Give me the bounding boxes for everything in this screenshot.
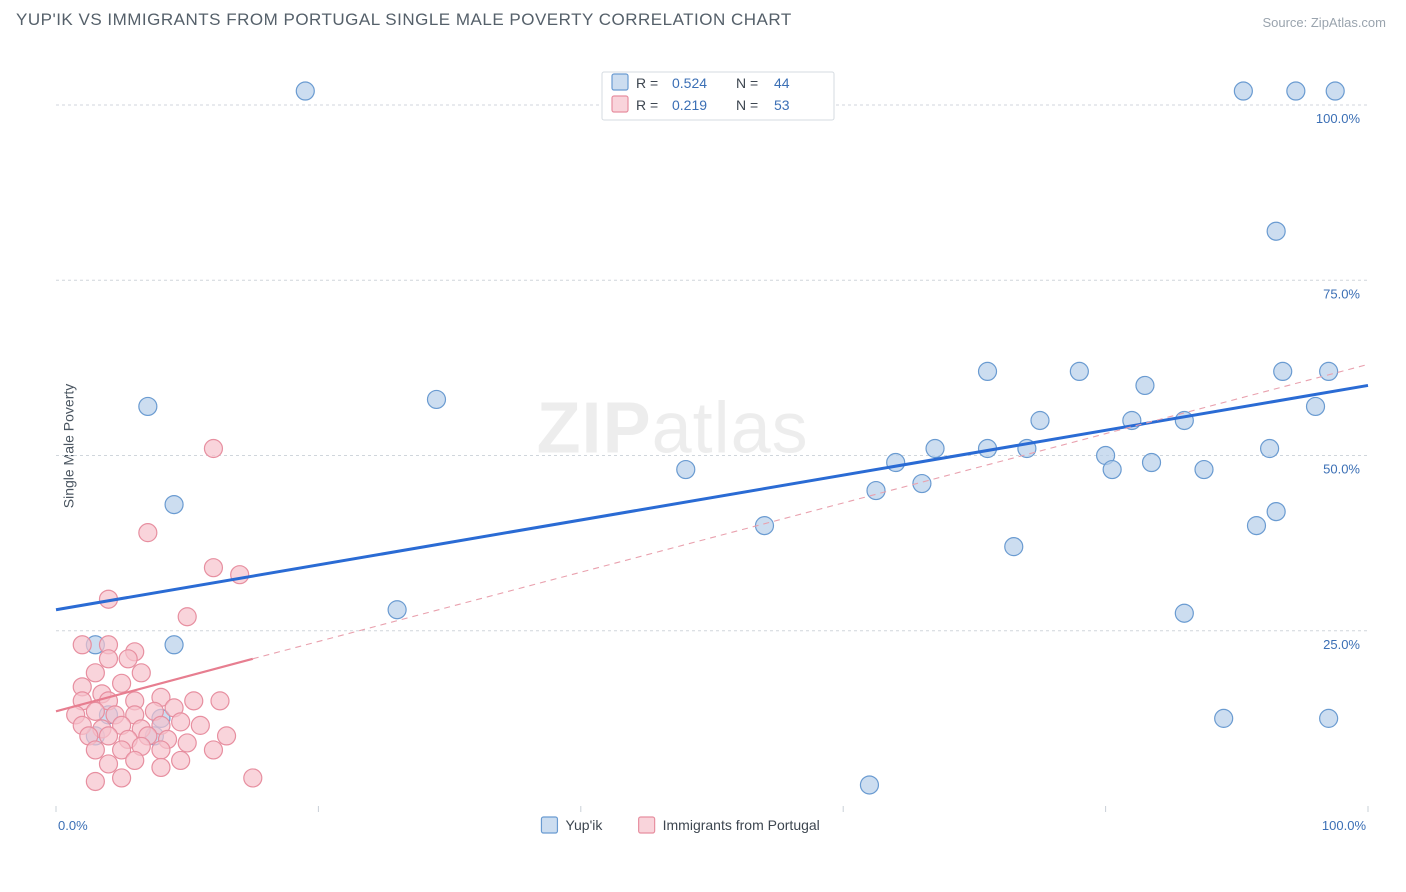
data-point: [1136, 376, 1154, 394]
data-point: [887, 454, 905, 472]
data-point: [126, 751, 144, 769]
series-legend: Yup'ik Immigrants from Portugal: [541, 817, 819, 833]
svg-text:ZIPatlas: ZIPatlas: [537, 389, 809, 469]
data-point: [172, 751, 190, 769]
data-point: [73, 636, 91, 654]
data-point: [1320, 362, 1338, 380]
data-point: [191, 716, 209, 734]
data-point: [1234, 82, 1252, 100]
data-point: [1267, 503, 1285, 521]
correlation-legend: R = 0.524 N = 44 R = 0.219 N = 53: [602, 72, 834, 120]
data-point: [86, 702, 104, 720]
data-point: [204, 559, 222, 577]
legend-r-label: R =: [636, 97, 658, 113]
data-point: [204, 741, 222, 759]
scatter-chart: 25.0% 50.0% 75.0% 100.0% ZIPatlas 0.0% 100.0% R…: [50, 50, 1386, 840]
plot-area: 25.0% 50.0% 75.0% 100.0% ZIPatlas 0.0% 100.0% R…: [50, 50, 1386, 840]
data-point: [132, 664, 150, 682]
data-point: [139, 397, 157, 415]
data-point: [172, 713, 190, 731]
y-tick-label: 75.0%: [1323, 286, 1360, 301]
data-point: [99, 650, 117, 668]
data-point: [1195, 461, 1213, 479]
data-point: [1031, 411, 1049, 429]
legend-series-label: Yup'ik: [565, 817, 603, 833]
data-point: [178, 734, 196, 752]
source-attribution: Source: ZipAtlas.com: [1262, 15, 1386, 30]
data-point: [1175, 604, 1193, 622]
header-row: YUP'IK VS IMMIGRANTS FROM PORTUGAL SINGL…: [0, 0, 1406, 34]
data-point: [244, 769, 262, 787]
data-point: [218, 727, 236, 745]
data-point: [1005, 538, 1023, 556]
data-point: [152, 741, 170, 759]
data-point: [926, 440, 944, 458]
data-point: [204, 440, 222, 458]
data-point: [1287, 82, 1305, 100]
data-point: [113, 674, 131, 692]
legend-r-value: 0.219: [672, 97, 707, 113]
data-point: [1103, 461, 1121, 479]
x-tick-label: 0.0%: [58, 818, 88, 833]
data-point: [1320, 709, 1338, 727]
data-point: [86, 664, 104, 682]
legend-r-value: 0.524: [672, 75, 707, 91]
data-point: [152, 758, 170, 776]
data-point: [427, 390, 445, 408]
data-point: [1267, 222, 1285, 240]
data-point: [185, 692, 203, 710]
data-point: [178, 608, 196, 626]
y-tick-label: 25.0%: [1323, 637, 1360, 652]
trend-line-portugal-extrapolated: [253, 364, 1368, 658]
y-tick-label: 100.0%: [1316, 111, 1361, 126]
data-point: [860, 776, 878, 794]
data-point: [165, 496, 183, 514]
watermark: ZIPatlas: [537, 389, 809, 469]
source-link[interactable]: ZipAtlas.com: [1311, 15, 1386, 30]
data-point: [1274, 362, 1292, 380]
data-point: [119, 650, 137, 668]
data-point: [296, 82, 314, 100]
data-point: [979, 362, 997, 380]
legend-n-label: N =: [736, 97, 758, 113]
data-point: [99, 755, 117, 773]
data-point: [99, 727, 117, 745]
legend-swatch: [612, 96, 628, 112]
data-point: [1143, 454, 1161, 472]
data-point: [113, 769, 131, 787]
chart-container: YUP'IK VS IMMIGRANTS FROM PORTUGAL SINGL…: [0, 0, 1406, 892]
legend-swatch: [639, 817, 655, 833]
data-point: [388, 601, 406, 619]
data-point: [677, 461, 695, 479]
legend-swatch: [612, 74, 628, 90]
x-tick-label: 100.0%: [1322, 818, 1367, 833]
source-prefix: Source:: [1262, 15, 1310, 30]
data-point: [1070, 362, 1088, 380]
data-point: [1307, 397, 1325, 415]
data-point: [86, 772, 104, 790]
data-point: [1215, 709, 1233, 727]
chart-title: YUP'IK VS IMMIGRANTS FROM PORTUGAL SINGL…: [16, 10, 792, 30]
legend-n-value: 53: [774, 97, 790, 113]
legend-series-label: Immigrants from Portugal: [663, 817, 820, 833]
y-tick-label: 50.0%: [1323, 462, 1360, 477]
legend-swatch: [541, 817, 557, 833]
legend-r-label: R =: [636, 75, 658, 91]
data-point: [1326, 82, 1344, 100]
data-point: [1261, 440, 1279, 458]
data-point: [139, 524, 157, 542]
data-point: [1247, 517, 1265, 535]
legend-n-label: N =: [736, 75, 758, 91]
data-point: [86, 741, 104, 759]
data-point: [867, 482, 885, 500]
legend-n-value: 44: [774, 75, 790, 91]
data-point: [211, 692, 229, 710]
data-point: [231, 566, 249, 584]
series-portugal: [67, 440, 262, 791]
data-point: [165, 636, 183, 654]
